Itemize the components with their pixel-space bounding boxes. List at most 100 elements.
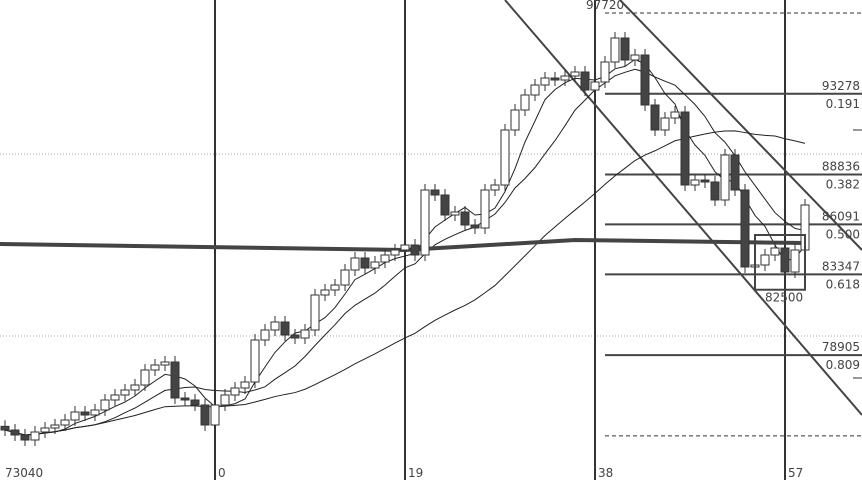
bull-candle [690,179,700,186]
bull-candle [420,189,430,256]
bear-candle [710,181,720,201]
fib-price-label: 86091 [822,209,860,223]
bear-candle [190,399,200,406]
x-tick-label: 57 [788,466,803,480]
bull-candle [70,411,80,421]
bear-candle [640,54,650,106]
bull-candle [310,294,320,331]
bear-candle [360,257,370,269]
bear-candle [740,189,750,268]
bull-candle [30,431,40,441]
bull-candle [790,249,800,273]
bull-candle [490,184,500,191]
bear-candle [280,321,290,336]
x-tick-label: 19 [408,466,423,480]
high-label: 97720 [586,0,624,12]
x-tick-label: 0 [218,466,226,480]
bull-candle [720,154,730,201]
bull-candle [760,254,770,266]
bull-candle [250,339,260,383]
bull-candle [270,321,280,331]
fib-ratio-label: 0.618 [826,277,860,291]
box-label: 82500 [765,291,803,305]
bull-candle [40,427,50,433]
bear-candle [550,77,560,81]
bull-candle [630,54,640,61]
bull-candle [390,249,400,256]
bull-candle [160,361,170,366]
bull-candle [240,381,250,389]
bull-candle [350,257,360,271]
fib-price-label: 78905 [822,340,860,354]
bull-candle [660,117,670,131]
bull-candle [60,419,70,426]
bear-candle [430,189,440,196]
fib-price-label: 93278 [822,79,860,93]
bull-candle [450,211,460,216]
bear-candle [580,71,590,91]
bull-candle [380,254,390,263]
bull-candle [210,404,220,426]
bull-candle [220,394,230,406]
bull-candle [560,75,570,81]
bull-candle [590,81,600,91]
bull-candle [320,289,330,296]
bull-candle [230,387,240,396]
bear-candle [200,404,210,426]
bear-candle [290,334,300,339]
bear-candle [460,211,470,226]
bull-candle [330,284,340,291]
bear-candle [440,194,450,216]
bull-candle [600,61,610,83]
bear-candle [10,429,20,436]
bear-candle [680,111,690,186]
bear-candle [620,37,630,61]
bull-candle [150,364,160,371]
x-tick-label: 38 [598,466,613,480]
range-box [754,234,806,291]
bear-candle [780,247,790,273]
bear-candle [470,224,480,229]
bear-candle [180,397,190,401]
bull-candle [610,37,620,63]
bull-candle [500,129,510,186]
bull-candle [770,247,780,256]
channel-upper-line [619,0,862,251]
fib-ratio-label: 0.382 [826,178,860,192]
bull-candle [480,189,490,229]
bull-candle [90,409,100,416]
fib-ratio-label: 0.809 [826,358,860,372]
bear-candle [730,154,740,191]
bull-candle [260,329,270,341]
bull-candle [50,424,60,429]
ma-long-line [0,237,806,253]
fib-ratio-label: 0.191 [826,97,860,111]
fib-price-label: 88836 [822,160,860,174]
bear-candle [700,179,710,183]
bull-candle [400,244,410,251]
bull-candle [100,399,110,411]
bear-candle [650,104,660,131]
bear-candle [410,244,420,256]
bull-candle [520,94,530,111]
bull-candle [340,269,350,286]
bull-candle [300,329,310,339]
bull-candle [530,84,540,96]
fib-price-label: 83347 [822,259,860,273]
bear-candle [80,411,90,416]
bull-candle [370,261,380,269]
bull-candle [570,71,580,77]
bear-candle [170,361,180,399]
bull-candle [140,369,150,386]
bull-candle [540,77,550,86]
bull-candle [510,109,520,131]
bear-candle [20,434,30,441]
ma-mid-line [4,68,806,436]
bull-candle [670,111,680,119]
bull-candle [110,394,120,401]
ma-slow-line [4,130,806,436]
bull-candle [120,389,130,396]
bear-candle [0,425,10,431]
x-tick-label: 73040 [5,466,43,480]
